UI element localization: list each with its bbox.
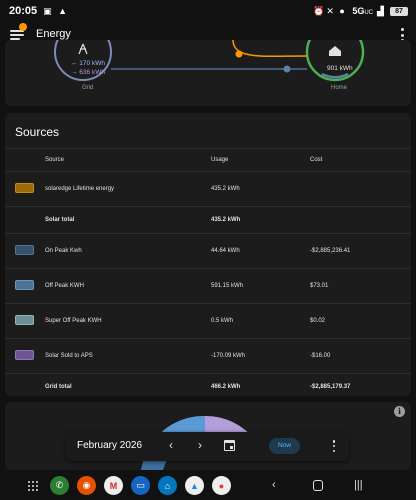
- date-range-label[interactable]: February 2026: [77, 440, 143, 451]
- source-name: Solar Sold to APS: [45, 353, 93, 359]
- source-usage: 0.5 kWh: [211, 318, 234, 324]
- solar-to-home-line: [232, 40, 308, 58]
- network-label: 5G: [352, 6, 365, 16]
- total-label: Grid total: [45, 384, 72, 390]
- grid-label: Grid: [82, 85, 94, 91]
- more-options-icon[interactable]: [332, 440, 336, 452]
- network-type: 5GUC: [352, 6, 373, 16]
- gallery-icon: ▣: [43, 5, 52, 16]
- total-cost: -$2,885,179.37: [310, 384, 351, 390]
- table-row-solar-total: Solar total 435.2 kWh: [5, 207, 411, 234]
- total-usage: 435.2 kWh: [211, 217, 241, 223]
- source-cost: $0.02: [310, 318, 326, 324]
- back-icon[interactable]: ‹: [272, 479, 276, 491]
- column-header-cost: Cost: [310, 157, 323, 163]
- status-bar: 20:05 ▣ ▲ ⏰ ✕ ● 5GUC ▟ 87: [0, 0, 416, 22]
- home-consumption-value: 901 kWh: [327, 65, 353, 72]
- grid-import-value: ← 170 kWh: [71, 60, 105, 67]
- app-dock: ✆ ◉ M ▭ ⌂ ▲ ●: [28, 476, 231, 495]
- page-title: Energy: [36, 28, 71, 40]
- total-usage: 466.2 kWh: [211, 384, 241, 390]
- info-icon[interactable]: i: [394, 406, 405, 417]
- source-usage: 435.2 kWh: [211, 186, 240, 192]
- home-circle[interactable]: [305, 40, 365, 82]
- transmission-tower-icon: [78, 43, 88, 55]
- source-cost: -$16.00: [310, 353, 331, 359]
- google-drive-app-icon[interactable]: ▲: [185, 476, 204, 495]
- battery-icon: 87: [390, 6, 408, 16]
- chevron-right-icon[interactable]: ›: [198, 438, 202, 452]
- mute-icon: ✕: [326, 5, 334, 16]
- notification-dot: [19, 23, 27, 31]
- energy-flow-card: ← 170 kWh → 636 kWh Grid 901 kWh Home: [5, 40, 411, 106]
- source-usage: 591.15 kWh: [211, 283, 244, 289]
- firefox-app-icon[interactable]: ◉: [77, 476, 96, 495]
- color-swatch: [15, 350, 34, 360]
- table-row-off-peak[interactable]: Off Peak KWH 591.15 kWh $73.01: [5, 269, 411, 304]
- phone-app-icon[interactable]: ✆: [50, 476, 69, 495]
- recents-icon[interactable]: |||: [354, 479, 363, 491]
- now-button[interactable]: Now: [269, 438, 300, 454]
- sources-card: Sources Source Usage Cost solaredge Life…: [5, 113, 411, 396]
- grid-flow-dot: [283, 65, 291, 73]
- home-button-icon[interactable]: [313, 480, 323, 491]
- location-icon: ●: [339, 5, 345, 16]
- system-navigation-bar: ✆ ◉ M ▭ ⌂ ▲ ● ‹ |||: [0, 472, 416, 500]
- table-row-grid-total: Grid total 466.2 kWh -$2,885,179.37: [5, 374, 411, 401]
- source-name: Off Peak KWH: [45, 283, 84, 289]
- home-icon: [329, 46, 341, 56]
- app-drawer-icon[interactable]: [28, 480, 38, 491]
- calendar-icon[interactable]: [224, 440, 235, 451]
- color-swatch: [15, 245, 34, 255]
- menu-icon[interactable]: [10, 23, 27, 41]
- gmail-app-icon[interactable]: M: [104, 476, 123, 495]
- sources-table: Source Usage Cost solaredge Lifetime ene…: [5, 149, 411, 401]
- energy-flow-diagram: [54, 40, 365, 82]
- alarm-icon: ⏰: [313, 5, 325, 16]
- divider: [5, 148, 411, 149]
- color-swatch: [15, 280, 34, 290]
- signal-icon: ▟: [377, 5, 384, 16]
- table-row-super-off-peak[interactable]: Super Off Peak KWH 0.5 kWh $0.02: [5, 304, 411, 339]
- source-name: On Peak Kwh: [45, 248, 82, 254]
- source-name: solaredge Lifetime energy: [45, 186, 115, 192]
- table-row-on-peak[interactable]: On Peak Kwh 44.64 kWh -$2,885,236.41: [5, 234, 411, 269]
- messages-app-icon[interactable]: ▭: [131, 476, 150, 495]
- column-header-usage: Usage: [211, 157, 229, 163]
- source-cost: $73.01: [310, 283, 329, 289]
- source-name: Super Off Peak KWH: [45, 318, 102, 324]
- status-time: 20:05: [9, 5, 38, 17]
- table-row-solaredge[interactable]: solaredge Lifetime energy 435.2 kWh: [5, 172, 411, 207]
- google-maps-app-icon[interactable]: ●: [212, 476, 231, 495]
- grid-export-value: → 636 kWh: [71, 69, 105, 76]
- color-swatch: [15, 183, 34, 193]
- sources-title: Sources: [15, 125, 60, 139]
- warning-icon: ▲: [58, 5, 68, 16]
- chevron-left-icon[interactable]: ‹: [169, 438, 173, 452]
- solar-flow-dot: [235, 50, 243, 58]
- table-header-row: Source Usage Cost: [5, 149, 411, 172]
- grid-circle[interactable]: [54, 40, 112, 81]
- date-picker-bar: February 2026 ‹ › Now: [66, 432, 349, 461]
- home-assistant-app-icon[interactable]: ⌂: [158, 476, 177, 495]
- network-sub: UC: [364, 10, 373, 16]
- source-usage: -170.09 kWh: [211, 353, 246, 359]
- column-header-source: Source: [45, 157, 65, 163]
- source-usage: 44.64 kWh: [211, 248, 240, 254]
- home-label: Home: [331, 85, 348, 91]
- source-cost: -$2,885,236.41: [310, 248, 351, 254]
- total-label: Solar total: [45, 217, 75, 223]
- color-swatch: [15, 315, 34, 325]
- table-row-solar-sold[interactable]: Solar Sold to APS -170.09 kWh -$16.00: [5, 339, 411, 374]
- home-circle-grid-segment: [321, 72, 349, 79]
